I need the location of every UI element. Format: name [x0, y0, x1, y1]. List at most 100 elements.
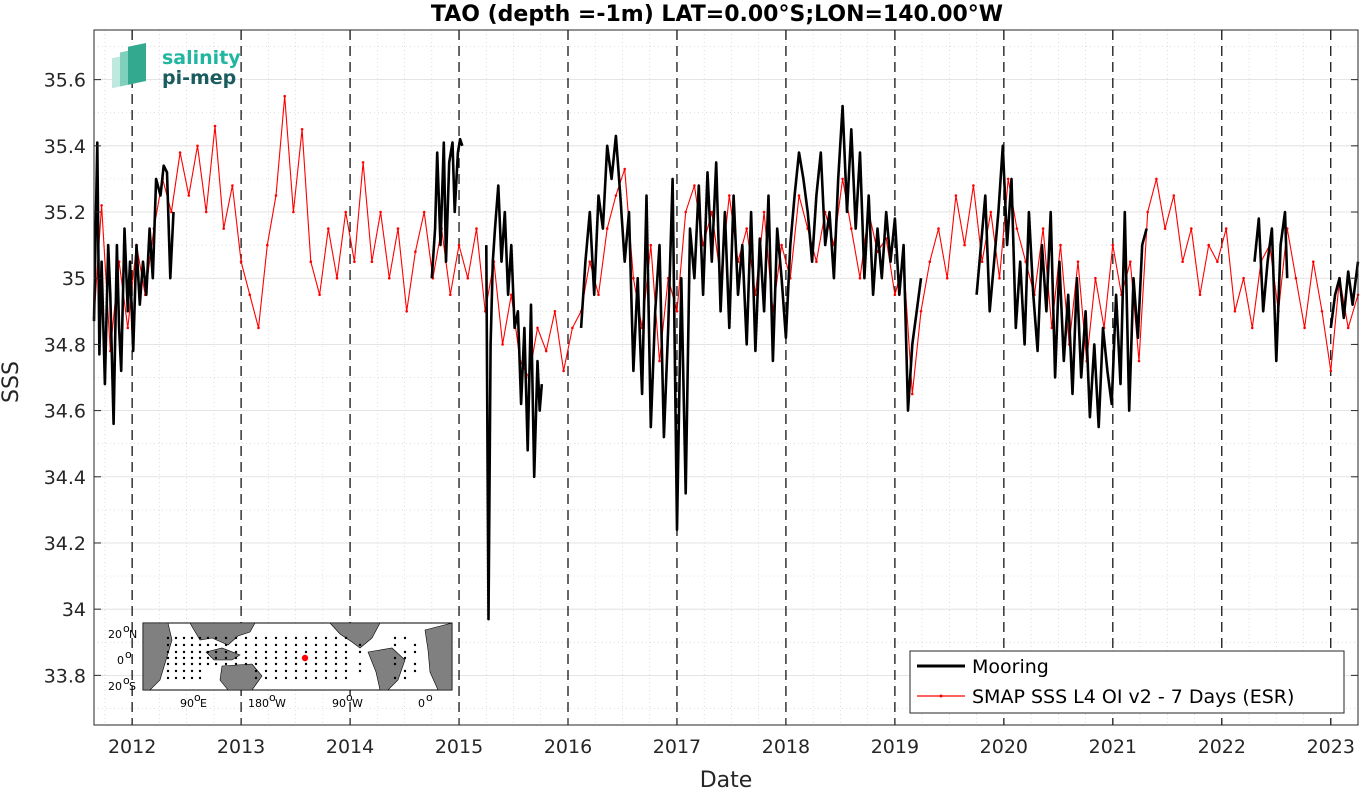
inset-mooring-dot: [274, 676, 278, 680]
inset-lon-180w: 180: [248, 697, 269, 710]
smap-point: [614, 194, 618, 197]
inset-mooring-dot: [274, 656, 278, 660]
inset-mooring-dot: [166, 669, 170, 673]
smap-point: [1294, 276, 1298, 280]
inset-mooring-dot: [334, 656, 338, 660]
inset-mooring-dot: [274, 650, 278, 654]
inset-mooring-dot: [190, 669, 194, 673]
inset-mooring-dot: [206, 656, 210, 660]
inset-mooring-dot: [413, 650, 417, 654]
smap-point: [344, 210, 348, 214]
inset-mooring-dot: [254, 636, 258, 640]
inset-mooring-dot: [182, 636, 186, 640]
inset-mooring-dot: [344, 636, 348, 640]
inset-mooring-dot: [214, 643, 218, 647]
inset-mooring-dot: [190, 643, 194, 647]
inset-mooring-dot: [264, 676, 268, 680]
logo-line-2: pi-mep: [162, 67, 236, 89]
smap-point: [292, 210, 295, 214]
inset-lat-20n-hemisphere: N: [129, 628, 137, 641]
smap-point: [1181, 260, 1184, 264]
inset-mooring-dot: [174, 676, 178, 680]
inset-mooring-dot: [166, 650, 170, 654]
smap-point: [562, 369, 565, 373]
inset-mooring-dot: [314, 656, 318, 660]
smap-point: [1015, 227, 1019, 230]
inset-mooring-dot: [324, 656, 328, 660]
smap-point: [998, 276, 1001, 280]
smap-point: [553, 310, 557, 313]
smap-point: [1146, 210, 1149, 214]
y-tick-label: 34.4: [44, 467, 86, 489]
series-layer: [92, 94, 1360, 621]
smap-point: [1346, 326, 1350, 330]
inset-mooring-dot: [234, 643, 238, 647]
inset-mooring-dot: [334, 636, 338, 640]
inset-mooring-dot: [182, 643, 186, 647]
inset-east-africa-landmass: [424, 622, 453, 691]
smap-point: [1172, 194, 1176, 197]
inset-mooring-dot: [254, 662, 258, 666]
smap-point: [1050, 326, 1054, 330]
inset-lat-20n: 20: [108, 628, 122, 641]
smap-point: [815, 260, 818, 264]
inset-mooring-dot: [206, 636, 210, 640]
y-tick-label: 33.8: [44, 665, 86, 687]
inset-lon-0: 0: [418, 697, 425, 710]
inset-mooring-dot: [198, 643, 202, 647]
smap-point: [536, 326, 539, 330]
y-axis-label: SSS: [0, 361, 24, 403]
inset-mooring-dot: [244, 636, 248, 640]
y-tick-label: 35.2: [44, 202, 86, 224]
smap-point: [1207, 243, 1210, 247]
mooring-series-segment: [1329, 261, 1360, 329]
inset-mooring-dot: [206, 650, 210, 654]
mooring-series-segment: [1253, 210, 1289, 363]
inset-mooring-dot: [264, 650, 268, 654]
inset-mooring-dot: [166, 656, 170, 660]
legend-smap-marker: [939, 694, 943, 698]
inset-mooring-dot: [264, 636, 268, 640]
smap-point: [361, 161, 365, 164]
inset-selected-mooring-marker: [301, 654, 309, 662]
x-tick-label: 2014: [326, 736, 374, 758]
inset-mooring-dot: [254, 643, 258, 647]
inset-mooring-dot: [190, 656, 194, 660]
inset-mooring-dot: [403, 636, 407, 640]
smap-point: [780, 243, 783, 247]
inset-mooring-dot: [244, 643, 248, 647]
smap-point: [170, 210, 173, 214]
inset-mooring-dot: [224, 650, 228, 654]
smap-point: [1129, 260, 1132, 264]
smap-point: [605, 227, 609, 230]
smap-point: [266, 243, 269, 247]
inset-mooring-dot: [198, 669, 202, 673]
smap-point: [1224, 227, 1228, 230]
inset-mooring-dot: [324, 669, 328, 673]
inset-lon-90w-hemisphere: W: [352, 697, 363, 710]
inset-mooring-dot: [393, 676, 397, 680]
inset-mooring-dot: [358, 662, 362, 666]
inset-mooring-dot: [234, 636, 238, 640]
smap-point: [571, 326, 574, 330]
smap-point: [858, 276, 862, 280]
inset-mooring-dot: [254, 656, 258, 660]
smap-point: [710, 210, 714, 214]
inset-mooring-dot: [393, 662, 397, 666]
inset-lon-180w-degree: o: [269, 691, 276, 704]
smap-point: [989, 210, 993, 214]
smap-point: [1137, 359, 1141, 363]
x-tick-label: 2013: [217, 736, 265, 758]
inset-mooring-dot: [182, 662, 186, 666]
smap-point: [937, 227, 940, 230]
smap-point: [274, 194, 278, 197]
inset-mooring-dot: [182, 650, 186, 654]
legend: Mooring SMAP SSS L4 OI v2 - 7 Days (ESR): [909, 650, 1345, 714]
smap-point: [980, 260, 984, 264]
smap-point: [370, 260, 374, 264]
inset-mooring-dot: [344, 656, 348, 660]
inset-mooring-dot: [294, 676, 298, 680]
inset-mooring-dot: [393, 643, 397, 647]
inset-mooring-dot: [214, 650, 218, 654]
inset-mooring-dot: [166, 662, 170, 666]
